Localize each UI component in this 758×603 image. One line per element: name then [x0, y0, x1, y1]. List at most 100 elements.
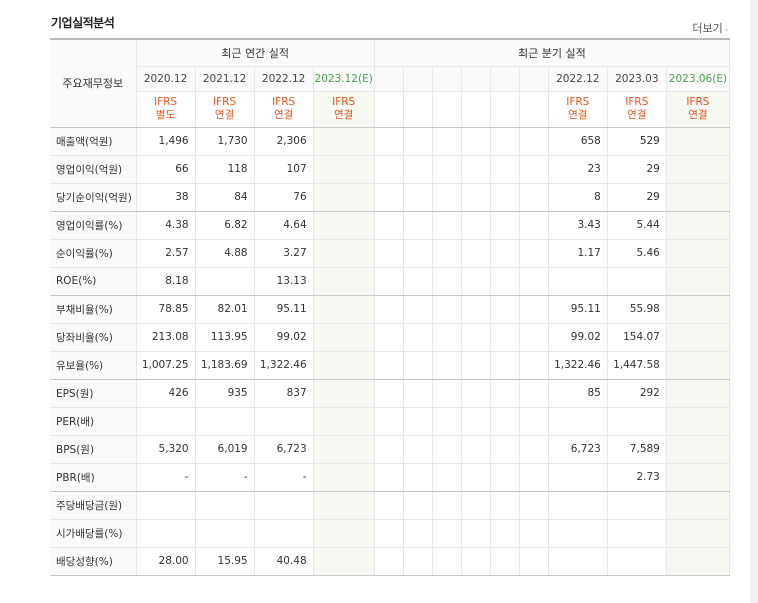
cell-quarter-blank — [490, 407, 520, 436]
cell-annual: 118 — [195, 155, 255, 184]
cell-quarter-blank — [373, 547, 404, 576]
cell-quarter-blank — [490, 519, 520, 548]
cell-quarter — [548, 463, 608, 492]
table-row: 매출액(억원) 1,496 1,730 2,306 658 529 — [50, 127, 731, 156]
cell-quarter-blank — [490, 463, 520, 492]
cell-quarter-blank — [490, 295, 520, 324]
cell-annual: 28.00 — [136, 547, 196, 576]
row-label: 시가배당률(%) — [50, 519, 137, 548]
quarter-header: 최근 분기 실적 — [373, 38, 731, 67]
row-label: PBR(배) — [50, 463, 137, 492]
cell-quarter — [666, 295, 731, 324]
cell-quarter — [666, 183, 731, 212]
std-line2: 연결 — [334, 109, 354, 121]
cell-quarter-blank — [461, 127, 491, 156]
cell-quarter-blank — [403, 323, 433, 352]
cell-quarter-blank — [432, 323, 462, 352]
cell-quarter-blank — [490, 547, 520, 576]
period-quarter: 2022.12 — [548, 66, 608, 92]
cell-annual — [313, 435, 375, 464]
cell-quarter — [607, 491, 667, 520]
cell-annual: 1,496 — [136, 127, 196, 156]
period-annual: 2022.12 — [254, 66, 314, 92]
cell-quarter-blank — [490, 491, 520, 520]
cell-quarter-blank — [461, 379, 491, 408]
cell-quarter-blank — [519, 407, 549, 436]
cell-quarter-blank — [373, 351, 404, 380]
std-line1: IFRS — [625, 96, 649, 108]
std-quarter: IFRS 연결 — [666, 91, 731, 128]
cell-quarter-blank — [461, 351, 491, 380]
cell-annual: 3.27 — [254, 239, 314, 268]
cell-quarter: 5.46 — [607, 239, 667, 268]
cell-annual — [313, 379, 375, 408]
cell-quarter — [548, 267, 608, 296]
period-quarter-blank — [403, 66, 433, 92]
cell-quarter — [666, 267, 731, 296]
table-row: 시가배당률(%) — [50, 519, 731, 548]
cell-quarter-blank — [432, 239, 462, 268]
cell-annual — [136, 491, 196, 520]
cell-quarter-blank — [519, 295, 549, 324]
cell-annual: 1,730 — [195, 127, 255, 156]
cell-annual: - — [136, 463, 196, 492]
cell-annual — [136, 407, 196, 436]
cell-quarter-blank — [461, 491, 491, 520]
std-line2: 연결 — [273, 109, 294, 121]
cell-quarter-blank — [461, 155, 491, 184]
std-row: IFRS 별도 IFRS 연결 IFRS 연결 IFRS 연결 IFRS 연결 IFRS 연결 IFRS… — [50, 91, 731, 128]
row-label: 부채비율(%) — [50, 295, 137, 324]
row-label: 배당성향(%) — [50, 547, 137, 576]
cell-quarter-blank — [519, 183, 549, 212]
cell-annual: 213.08 — [136, 323, 196, 352]
cell-quarter — [548, 519, 608, 548]
cell-quarter-blank — [519, 435, 549, 464]
cell-quarter-blank — [403, 491, 433, 520]
cell-quarter-blank — [519, 351, 549, 380]
cell-quarter: 23 — [548, 155, 608, 184]
period-quarter-blank — [490, 66, 520, 92]
cell-quarter-blank — [432, 183, 462, 212]
std-line1: IFRS — [332, 96, 356, 108]
std-quarter-blank — [461, 91, 491, 128]
cell-quarter — [548, 407, 608, 436]
cell-annual: 8.18 — [136, 267, 196, 296]
cell-annual — [313, 239, 375, 268]
chevron-right-icon: › — [724, 25, 728, 34]
cell-quarter-blank — [461, 295, 491, 324]
table-row: 부채비율(%) 78.85 82.01 95.11 95.11 55.98 — [50, 295, 731, 324]
cell-quarter-blank — [432, 519, 462, 548]
cell-annual: 6.82 — [195, 211, 255, 240]
std-quarter-blank — [373, 91, 404, 128]
row-label: 당기순이익(억원) — [50, 183, 137, 212]
more-link[interactable]: 더보기 › — [692, 20, 728, 36]
cell-quarter: 99.02 — [548, 323, 608, 352]
cell-quarter: 7,589 — [607, 435, 667, 464]
cell-quarter-blank — [373, 155, 404, 184]
period-annual: 2021.12 — [195, 66, 255, 92]
cell-annual — [195, 519, 255, 548]
cell-quarter-blank — [490, 435, 520, 464]
cell-quarter — [666, 211, 731, 240]
cell-quarter-blank — [373, 519, 404, 548]
cell-quarter-blank — [461, 211, 491, 240]
cell-quarter-blank — [461, 435, 491, 464]
std-line1: IFRS — [566, 96, 590, 108]
cell-quarter: 8 — [548, 183, 608, 212]
cell-quarter — [607, 407, 667, 436]
cell-quarter-blank — [490, 323, 520, 352]
std-quarter-blank — [432, 91, 462, 128]
cell-quarter-blank — [432, 547, 462, 576]
scrollbar[interactable] — [750, 0, 758, 603]
cell-annual — [254, 491, 314, 520]
cell-quarter-blank — [519, 267, 549, 296]
cell-quarter — [666, 239, 731, 268]
cell-quarter-blank — [373, 463, 404, 492]
cell-annual: 13.13 — [254, 267, 314, 296]
more-label[interactable]: 더보기 — [692, 22, 723, 35]
cell-quarter-blank — [519, 491, 549, 520]
cell-quarter-blank — [403, 239, 433, 268]
cell-quarter-blank — [432, 295, 462, 324]
cell-quarter: 154.07 — [607, 323, 667, 352]
period-quarter-blank — [432, 66, 462, 92]
